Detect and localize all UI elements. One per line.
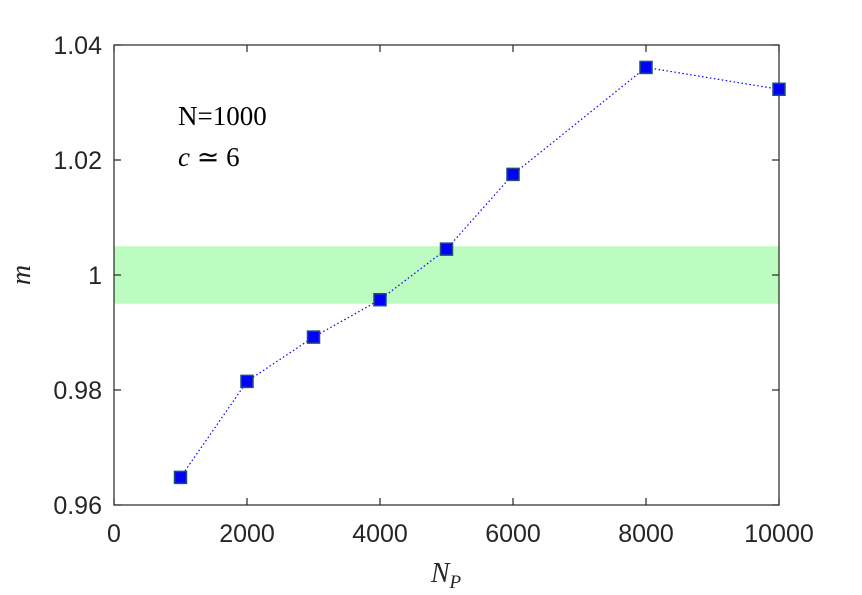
annotation-c-variable: c xyxy=(178,142,190,172)
y-axis-label: m xyxy=(6,265,37,285)
x-tick-label: 8000 xyxy=(618,520,674,548)
x-tick-label: 6000 xyxy=(485,520,541,548)
x-tick-label: 2000 xyxy=(219,520,275,548)
data-point-marker xyxy=(506,167,520,182)
annotation-n-value: N=1000 xyxy=(178,101,267,131)
data-point-marker xyxy=(772,82,786,97)
x-axis-label: NP xyxy=(430,558,462,593)
data-point-marker xyxy=(306,330,321,344)
x-axis-label-main: N xyxy=(430,558,451,589)
annotation-c-value: c ≃ 6 xyxy=(178,142,240,172)
y-tick-label: 0.98 xyxy=(53,377,102,405)
data-point-marker xyxy=(173,470,188,485)
x-tick-label: 10000 xyxy=(744,520,814,548)
data-point-marker xyxy=(373,292,387,307)
x-tick-label: 4000 xyxy=(352,520,408,548)
x-axis-label-subscript: P xyxy=(449,572,462,593)
axis-ticks: 0 2000 4000 6000 8000 10000 0.96 0.98 1 1.02 1.04 xyxy=(53,32,813,548)
y-tick-label: 0.96 xyxy=(53,492,102,520)
annotation-c-relation: ≃ 6 xyxy=(190,142,240,172)
y-tick-label: 1.04 xyxy=(53,32,102,60)
x-tick-label: 0 xyxy=(107,520,121,548)
y-tick-label: 1 xyxy=(88,262,102,290)
data-point-marker xyxy=(240,374,254,389)
data-series xyxy=(173,60,786,485)
y-tick-label: 1.02 xyxy=(53,147,102,175)
data-point-marker xyxy=(639,60,653,75)
data-point-marker xyxy=(439,242,454,256)
